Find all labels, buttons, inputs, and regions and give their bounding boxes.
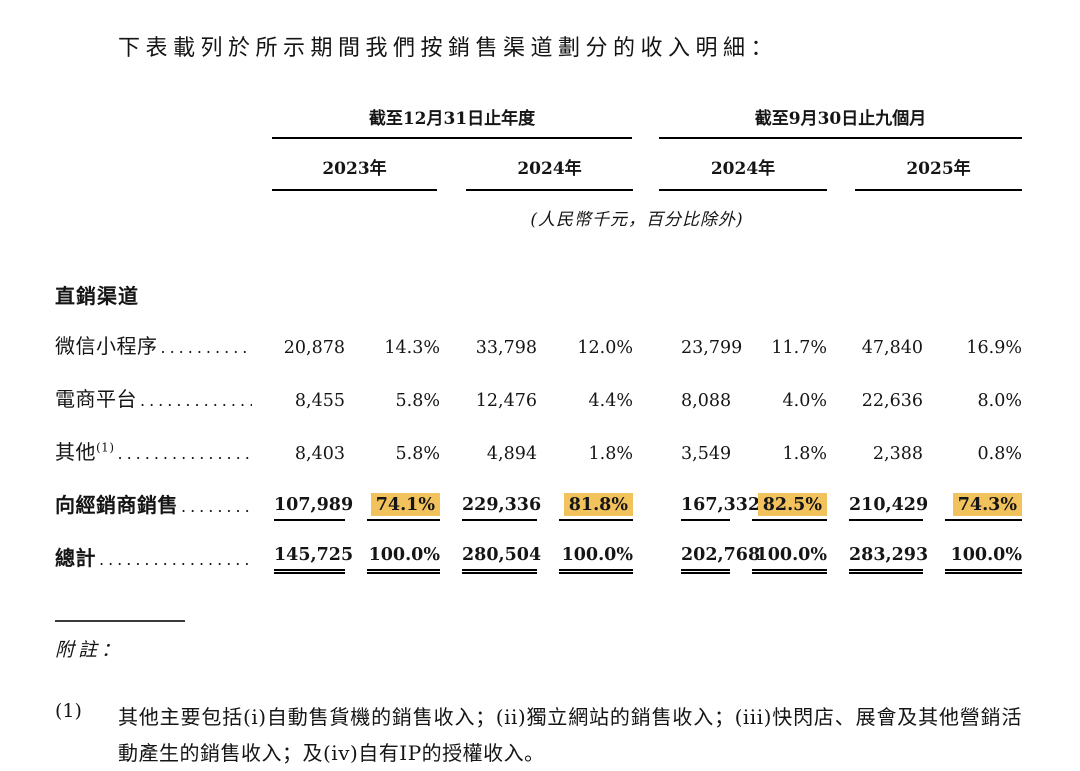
dot-leader: ........................................…	[99, 550, 252, 569]
col-year-2024-nine-months: 2024年	[659, 139, 827, 191]
row-label: 向經銷商銷售..................................…	[55, 468, 252, 521]
notes-heading: 附註：	[55, 639, 125, 661]
amount-cell: 202,768	[659, 524, 760, 574]
percentage-cell: 4.4%	[588, 391, 633, 411]
table-header-group-row: 截至12月31日止年度 截至9月30日止九個月	[55, 104, 1022, 139]
section-header-direct-channels: 直銷渠道	[55, 284, 139, 308]
col-year-2024: 2024年	[466, 139, 633, 191]
percentage-cell: 12.0%	[577, 338, 633, 358]
col-group-annual: 截至12月31日止年度	[272, 104, 632, 139]
percentage-cell: 5.8%	[395, 391, 440, 411]
percentage-cell: 11.7%	[771, 338, 827, 358]
percentage-cell: 8.0%	[977, 391, 1022, 411]
amount-cell: 167,332	[659, 474, 760, 521]
table-row: 電商平台....................................…	[55, 362, 1022, 415]
amount-cell: 8,403	[294, 444, 345, 464]
amount-cell: 12,476	[475, 391, 537, 411]
percentage-cell: 74.1%	[345, 474, 440, 521]
amount-cell: 2,388	[872, 444, 923, 464]
amount-cell: 20,878	[283, 338, 345, 358]
row-label: 總計......................................…	[55, 521, 252, 574]
highlighted-percentage: 74.3%	[952, 493, 1022, 516]
percentage-cell: 1.8%	[782, 444, 827, 464]
amount-cell: 210,429	[827, 474, 928, 521]
note-item: (1) 其他主要包括(i)自動售貨機的銷售收入；(ii)獨立網站的銷售收入；(i…	[55, 700, 1080, 771]
amount-cell: 22,636	[861, 391, 923, 411]
amount-cell: 3,549	[681, 444, 732, 464]
percentage-cell: 100.0%	[345, 524, 440, 574]
dot-leader: ........................................…	[117, 444, 253, 463]
footnote-ref: (1)	[96, 440, 115, 455]
amount-cell: 33,798	[475, 338, 537, 358]
amount-cell: 283,293	[827, 524, 928, 574]
amount-cell: 23,799	[681, 338, 743, 358]
col-year-2025-nine-months: 2025年	[855, 139, 1022, 191]
percentage-cell: 74.3%	[923, 474, 1022, 521]
col-year-2023: 2023年	[272, 139, 437, 191]
amount-cell: 4,894	[486, 444, 537, 464]
table-unit-row: (人民幣千元，百分比除外)	[55, 191, 1022, 230]
highlighted-percentage: 82.5%	[757, 493, 827, 516]
amount-cell: 229,336	[440, 474, 541, 521]
document-page: 下表載列於所示期間我們按銷售渠道劃分的收入明細： 截至12月31日止年度 截至9…	[0, 30, 1080, 771]
row-label: 微信小程序...................................…	[55, 334, 253, 358]
col-group-nine-months: 截至9月30日止九個月	[659, 104, 1022, 139]
percentage-cell: 81.8%	[537, 474, 633, 521]
dot-leader: ........................................…	[181, 497, 252, 516]
percentage-cell: 100.0%	[923, 524, 1022, 574]
table-row: 微信小程序...................................…	[55, 309, 1022, 362]
amount-cell: 107,989	[252, 474, 353, 521]
percentage-cell: 16.9%	[966, 338, 1022, 358]
percentage-cell: 0.8%	[977, 444, 1022, 464]
highlighted-percentage: 81.8%	[563, 493, 633, 516]
table-header-year-row: 2023年 2024年 2024年 2025年	[55, 139, 1022, 191]
percentage-cell: 100.0%	[730, 524, 827, 574]
amount-cell: 8,455	[294, 391, 345, 411]
table-row: 其他(1)...................................…	[55, 415, 1022, 468]
percentage-cell: 14.3%	[384, 338, 440, 358]
amount-cell: 8,088	[681, 391, 732, 411]
amount-cell: 280,504	[440, 524, 541, 574]
note-marker: (1)	[55, 700, 82, 722]
amount-cell: 145,725	[252, 524, 353, 574]
percentage-cell: 100.0%	[537, 524, 633, 574]
row-label: 電商平台....................................…	[55, 362, 252, 415]
percentage-cell: 5.8%	[395, 444, 440, 464]
dot-leader: ........................................…	[140, 391, 252, 410]
intro-text: 下表載列於所示期間我們按銷售渠道劃分的收入明細：	[118, 36, 779, 61]
note-text: 其他主要包括(i)自動售貨機的銷售收入；(ii)獨立網站的銷售收入；(iii)快…	[118, 705, 1022, 765]
unit-note: (人民幣千元，百分比除外)	[530, 210, 744, 230]
amount-cell: 47,840	[861, 338, 923, 358]
notes-divider	[55, 620, 185, 622]
dot-leader: ........................................…	[160, 338, 253, 357]
row-label: 其他(1)...................................…	[55, 440, 253, 464]
highlighted-percentage: 74.1%	[370, 493, 440, 516]
table-row: 向經銷商銷售..................................…	[55, 468, 1022, 521]
revenue-by-channel-table: 截至12月31日止年度 截至9月30日止九個月 2023年 2024年 2024…	[55, 104, 1022, 574]
percentage-cell: 1.8%	[588, 444, 633, 464]
table-row: 總計......................................…	[55, 521, 1022, 574]
percentage-cell: 82.5%	[730, 474, 827, 521]
notes-section: 附註： (1) 其他主要包括(i)自動售貨機的銷售收入；(ii)獨立網站的銷售收…	[55, 620, 1080, 771]
table-body: 微信小程序...................................…	[55, 309, 1022, 574]
percentage-cell: 4.0%	[782, 391, 827, 411]
